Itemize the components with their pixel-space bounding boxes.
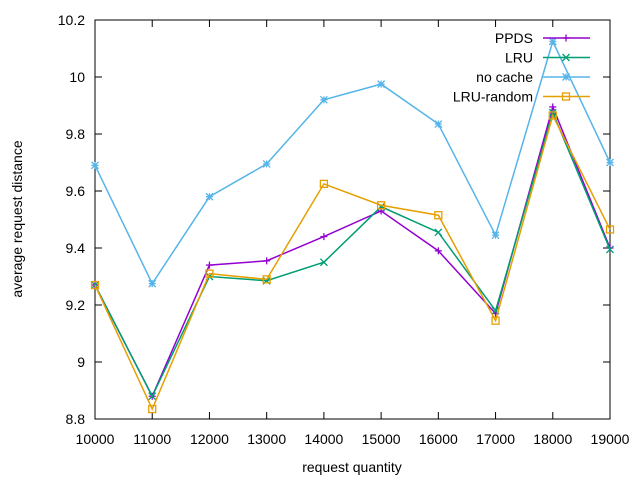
cross-marker-b: [319, 258, 328, 267]
y-tick-label: 9: [77, 354, 85, 370]
star-marker-d2: [262, 159, 271, 168]
data-point: [320, 233, 328, 241]
y-tick-label: 9.4: [66, 240, 86, 256]
square-marker: [376, 201, 386, 210]
y-tick-label: 9.2: [66, 297, 86, 313]
series-line: [94, 110, 611, 398]
series-no-cache: [91, 37, 614, 288]
data-point: [319, 95, 328, 104]
x-tick-label: 17000: [476, 431, 515, 447]
x-tick-label: 11000: [133, 431, 171, 447]
star-marker-d2: [491, 231, 500, 240]
data-point: [319, 179, 329, 189]
cross-marker-b: [606, 245, 614, 254]
legend: PPDS LRU no cache LRU-random: [453, 30, 590, 105]
data-point: [434, 228, 443, 237]
x-tick-label: 12000: [190, 431, 229, 447]
data-point: [606, 245, 614, 254]
x-tick-label: 19000: [591, 431, 630, 447]
square-marker: [434, 211, 443, 220]
data-point: [319, 258, 328, 267]
data-point: [377, 80, 386, 89]
x-tick-label: 18000: [533, 431, 572, 447]
plot-frame: [94, 19, 611, 420]
data-point: [548, 111, 557, 120]
star-marker-d2: [148, 279, 157, 288]
series-lru-random: [90, 111, 615, 414]
star-marker-d2: [606, 158, 614, 167]
star-marker-d2: [319, 95, 328, 104]
star-marker-d2: [434, 120, 443, 128]
cross-marker-b: [548, 108, 557, 117]
star-marker-d2: [205, 192, 214, 201]
data-point: [549, 103, 557, 111]
data-point: [376, 201, 386, 210]
square-marker: [561, 92, 571, 101]
data-point: [262, 159, 271, 168]
data-point: [263, 257, 271, 265]
data-point: [606, 158, 614, 167]
data-point: [205, 192, 214, 201]
x-tick-label: 13000: [247, 431, 286, 447]
series-line: [94, 39, 611, 286]
data-point: [148, 404, 157, 414]
data-point: [491, 316, 500, 325]
tick-labels: 10000 11000 12000 13000 14000 15000 16000 17000…: [58, 12, 630, 447]
y-tick-label: 10: [69, 69, 85, 85]
data-point: [548, 108, 557, 117]
data-point: [434, 247, 442, 255]
data-point: [548, 37, 557, 46]
data-point: [434, 120, 443, 128]
x-tick-label: 14000: [304, 431, 343, 447]
y-axis-title: average request distance: [9, 140, 25, 297]
cross-marker-b: [491, 306, 500, 315]
data-point: [262, 275, 271, 284]
square-marker: [148, 404, 157, 414]
series-line: [94, 113, 611, 411]
x-tick-label: 16000: [419, 431, 458, 447]
y-tick-label: 8.8: [66, 411, 86, 427]
x-tick-label: 15000: [362, 431, 401, 447]
data-point: [205, 269, 214, 278]
square-marker: [262, 275, 271, 284]
cross-marker-b: [562, 53, 570, 62]
x-tick-label: 10000: [76, 431, 115, 447]
series-layer: [90, 37, 615, 414]
data-point: [205, 261, 213, 269]
data-point: [90, 280, 100, 290]
star-marker-d2: [377, 80, 386, 89]
square-marker: [605, 225, 615, 234]
star-marker-d2: [91, 161, 99, 170]
y-tick-label: 9.8: [66, 126, 86, 142]
data-point: [91, 161, 99, 170]
data-point: [605, 225, 615, 234]
square-marker: [548, 111, 557, 120]
legend-label: no cache: [476, 69, 533, 85]
legend-label: LRU: [505, 50, 533, 66]
y-tick-label: 10.2: [58, 12, 85, 28]
square-marker: [90, 280, 100, 290]
star-marker-d2: [562, 73, 570, 81]
square-marker: [205, 269, 214, 278]
cross-marker-b: [434, 228, 443, 237]
cross-marker-b: [148, 392, 157, 401]
data-point: [491, 231, 500, 240]
legend-label: LRU-random: [453, 89, 533, 105]
y-tick-label: 9.6: [66, 183, 86, 199]
data-point: [148, 279, 157, 288]
square-marker: [319, 179, 329, 189]
square-marker: [491, 316, 500, 325]
data-point: [434, 211, 443, 220]
star-marker-d2: [548, 37, 557, 46]
legend-label: PPDS: [495, 30, 533, 46]
data-point: [148, 392, 157, 401]
x-axis-title: request quantity: [302, 459, 402, 475]
series-ppds: [91, 103, 614, 400]
